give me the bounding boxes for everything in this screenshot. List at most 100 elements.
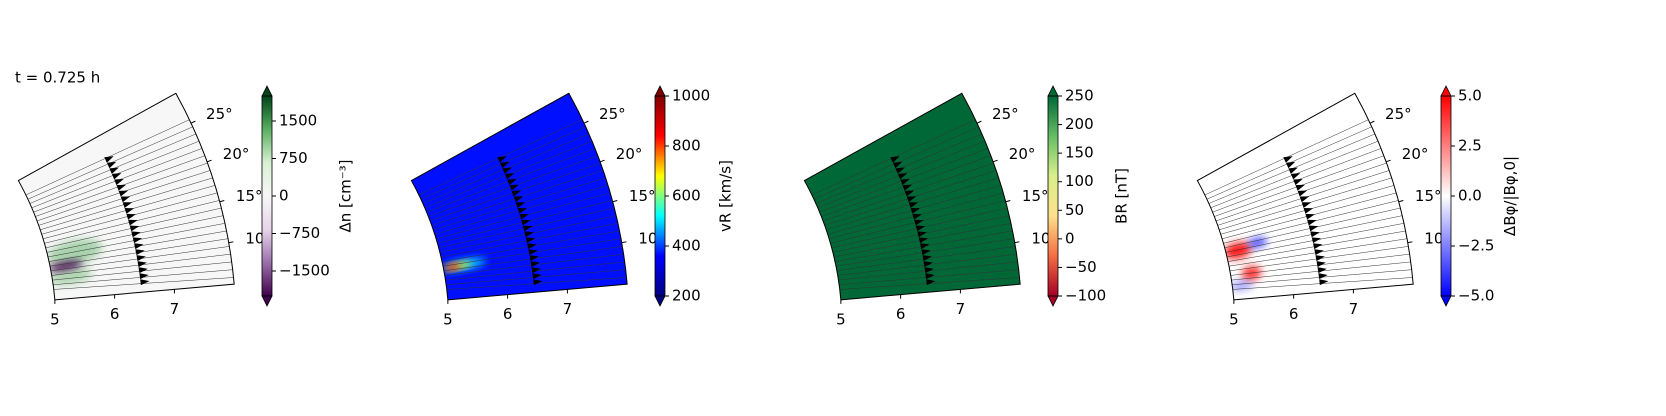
field-arrow [921, 249, 931, 256]
field-arrow [135, 249, 145, 256]
colorbar-extend [261, 85, 273, 97]
r-tick-label: 5 [50, 310, 60, 328]
field-arrow [137, 261, 147, 268]
colorbar-tick-label: 5.0 [1458, 87, 1482, 105]
field-arrow [126, 213, 136, 220]
field-arrow [109, 167, 119, 174]
theta-tick-label: 15° [236, 187, 263, 205]
r-tick-label: 5 [443, 310, 453, 328]
field-arrow [897, 173, 908, 180]
field-arrow [499, 161, 510, 169]
field-arrow [915, 225, 926, 232]
field-arrow [521, 219, 531, 226]
theta-tick [190, 120, 196, 124]
theta-tick-label: 20° [1009, 145, 1036, 163]
theta-tick [1014, 241, 1020, 244]
field-arrow [895, 167, 905, 174]
theta-tick [612, 200, 618, 203]
field-arrow [1283, 156, 1293, 163]
colorbar-tick-label: 200 [672, 287, 701, 305]
field-arrow [890, 156, 900, 163]
field-arrow [1303, 208, 1314, 214]
field-arrow [104, 156, 114, 163]
field-arrow [892, 161, 903, 169]
theta-tick [1407, 241, 1413, 244]
field-arrow [1308, 225, 1319, 232]
field-arrow [904, 190, 915, 197]
colorbar-tick-label: 750 [279, 149, 308, 167]
field-arrow [515, 202, 526, 208]
field-arrow [138, 267, 148, 274]
theta-tick [1369, 120, 1375, 124]
colorbar-extend [1047, 295, 1059, 307]
theta-tick [1398, 200, 1404, 203]
field-arrow [122, 202, 133, 208]
theta-tick [219, 200, 225, 203]
field-arrow [1310, 231, 1320, 238]
r-tick-label: 5 [1229, 310, 1239, 328]
colorbar-extend [654, 85, 666, 97]
colorbar-label: BR [nT] [1113, 168, 1131, 224]
field-arrow [140, 279, 150, 286]
colorbar-tick-label: −50 [1065, 258, 1097, 276]
field-arrow [525, 237, 536, 244]
field-layer [25, 119, 234, 290]
theta-tick [228, 241, 234, 244]
field-arrow [1295, 184, 1305, 191]
colorbar [1441, 96, 1451, 296]
field-arrow [925, 273, 935, 280]
field-arrow [129, 225, 140, 232]
field-arrow [1305, 213, 1315, 220]
field-arrow [128, 219, 138, 226]
colorbar-extend [1047, 85, 1059, 97]
field-arrow [114, 178, 124, 186]
field-arrow [912, 213, 922, 220]
field-arrow [124, 208, 135, 214]
colorbar-tick-label: 50 [1065, 201, 1084, 219]
field-arrow [136, 255, 146, 262]
field-arrow [511, 190, 522, 197]
field-arrow [134, 243, 144, 250]
r-tick-label: 7 [563, 300, 573, 318]
colorbar-tick-label: −2.5 [1458, 237, 1494, 255]
theta-tick-label: 15° [1022, 187, 1049, 205]
theta-tick [206, 159, 212, 163]
field-arrow [1307, 219, 1317, 226]
colorbar-tick-label: −100 [1065, 287, 1106, 305]
field-feature [1247, 237, 1268, 249]
field-arrow [118, 190, 129, 197]
field-arrow [509, 184, 519, 191]
colorbar-extend [261, 295, 273, 307]
field-layer [811, 119, 1020, 290]
theta-tick [992, 159, 998, 163]
colorbar-label: Δn [cm⁻³] [336, 159, 354, 232]
theta-tick-label: 25° [992, 105, 1019, 123]
field-arrow [513, 196, 524, 203]
field-arrow [533, 279, 543, 286]
theta-tick-label: 15° [1415, 187, 1442, 205]
wedge-outline [803, 92, 1021, 301]
field-arrow [1316, 261, 1326, 268]
theta-tick-label: 25° [599, 105, 626, 123]
colorbar-frame [1047, 95, 1059, 297]
field-arrow [918, 237, 929, 244]
field-arrow [1299, 196, 1310, 203]
colorbar-tick-label: −750 [279, 224, 320, 242]
colorbar-tick-label: 0.0 [1458, 187, 1482, 205]
theta-tick-label: 15° [629, 187, 656, 205]
field-arrow [528, 249, 538, 256]
colorbar-tick-label: 0 [279, 187, 289, 205]
colorbar-tick-label: 400 [672, 237, 701, 255]
theta-tick [1005, 200, 1011, 203]
field-arrow [531, 267, 541, 274]
theta-tick-label: 25° [1385, 105, 1412, 123]
colorbar-extend [1440, 295, 1452, 307]
field-arrow [106, 161, 117, 169]
field-arrow [131, 231, 141, 238]
field-arrow [504, 173, 515, 180]
field-arrow [139, 273, 149, 280]
field-arrow [530, 261, 540, 268]
field-arrow [906, 196, 917, 203]
theta-tick [599, 159, 605, 163]
field-arrow [502, 167, 512, 174]
